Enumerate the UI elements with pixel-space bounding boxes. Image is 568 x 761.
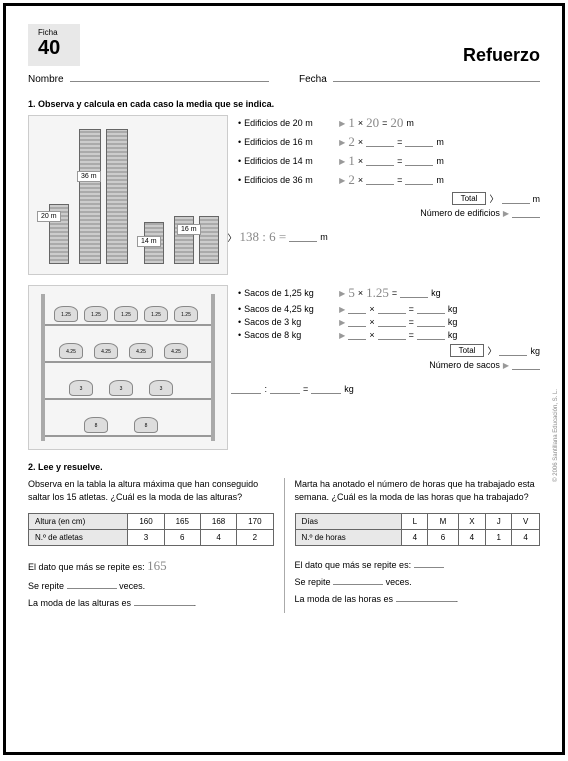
l-ans2-blank[interactable] xyxy=(67,579,117,589)
sack: 4.25 xyxy=(94,343,118,359)
sacks-illustration: 1.251.251.251.251.254.254.254.254.253338… xyxy=(28,285,228,450)
r-ans2-blank[interactable] xyxy=(333,575,383,585)
sack: 1.25 xyxy=(144,306,168,322)
sacks-calc: • Sacos de 1,25 kg ▶ 5 × 1.25 = kg • Saco… xyxy=(238,285,540,450)
ex2-right-table: DíasLMXJVN.º de horas46414 xyxy=(295,513,541,546)
r-ans2: Se repite xyxy=(295,577,331,587)
calc-row: • Edificios de 36 m ▶ 2 × = m xyxy=(238,172,540,188)
calc-row: • Edificios de 16 m ▶ 2 × = m xyxy=(238,134,540,150)
bldg-36: 36 m xyxy=(77,171,101,182)
sack-count-label: Número de sacos xyxy=(429,360,500,370)
sack: 3 xyxy=(149,380,173,396)
calc-row: • Sacos de 3 kg ▶ × = kg xyxy=(238,317,540,327)
sack-total-blank[interactable] xyxy=(499,346,527,356)
sack: 1.25 xyxy=(54,306,78,322)
sack: 8 xyxy=(134,417,158,433)
sack-total-label: Total xyxy=(450,344,485,357)
l-ans1-pre: El dato que más se repite es: xyxy=(28,562,145,572)
ex1-num: 1. xyxy=(28,99,36,109)
r-ans3-blank[interactable] xyxy=(396,592,456,602)
r-ans2-suf: veces. xyxy=(386,577,412,587)
avg-calc: 138 : 6 = xyxy=(240,229,287,245)
nombre-line[interactable] xyxy=(70,81,269,82)
sack-total-unit: kg xyxy=(530,346,540,356)
calc-row: • Sacos de 8 kg ▶ × = kg xyxy=(238,330,540,340)
ex1-title: Observa y calcula en cada caso la media … xyxy=(38,99,274,109)
sack: 4.25 xyxy=(129,343,153,359)
count-label: Número de edificios xyxy=(420,208,500,218)
nombre-label: Nombre xyxy=(28,74,64,85)
ficha-label: Ficha xyxy=(38,28,70,37)
avg-unit: m xyxy=(320,232,328,242)
bldg-16: 16 m xyxy=(177,224,201,235)
ex2-num: 2. xyxy=(28,462,36,472)
sack: 4.25 xyxy=(59,343,83,359)
r-ans3: La moda de las horas es xyxy=(295,594,394,604)
total-label: Total xyxy=(452,192,487,205)
total-unit: m xyxy=(533,194,541,204)
page-title: Refuerzo xyxy=(463,45,540,66)
l-ans3: La moda de las alturas es xyxy=(28,598,131,608)
sack: 4.25 xyxy=(164,343,188,359)
sack: 3 xyxy=(109,380,133,396)
sack: 1.25 xyxy=(114,306,138,322)
sack-avg-unit: kg xyxy=(344,384,354,394)
total-blank[interactable] xyxy=(502,194,530,204)
sack: 1.25 xyxy=(174,306,198,322)
calc-row: • Sacos de 1,25 kg ▶ 5 × 1.25 = kg xyxy=(238,285,540,301)
tri-icon: ▶ xyxy=(503,209,509,218)
calc-row: • Edificios de 20 m ▶ 1 × 20 = 20 m xyxy=(238,115,540,131)
bldg-14: 14 m xyxy=(137,236,161,247)
ficha-box: Ficha 40 xyxy=(28,24,80,66)
sack-avg-c[interactable] xyxy=(311,384,341,394)
sack: 3 xyxy=(69,380,93,396)
l-ans3-blank[interactable] xyxy=(134,596,194,606)
r-ans1-blank[interactable] xyxy=(414,558,444,568)
ficha-number: 40 xyxy=(38,37,70,60)
avg-blank[interactable] xyxy=(289,232,317,242)
ex2-right-text: Marta ha anotado el número de horas que … xyxy=(295,478,541,503)
l-ans1-val: 165 xyxy=(147,558,167,573)
l-ans2: Se repite xyxy=(28,581,64,591)
copyright: © 2006 Santillana Educación, S. L. xyxy=(553,389,559,482)
buildings-calc: • Edificios de 20 m ▶ 1 × 20 = 20 m • Edi… xyxy=(238,115,540,275)
count-blank[interactable] xyxy=(512,208,540,218)
calc-row: • Sacos de 4,25 kg ▶ × = kg xyxy=(238,304,540,314)
ex2-left-text: Observa en la tabla la altura máxima que… xyxy=(28,478,274,503)
sack-avg-a[interactable] xyxy=(231,384,261,394)
fecha-line[interactable] xyxy=(333,81,540,82)
tri-icon: ▶ xyxy=(503,361,509,370)
sack: 8 xyxy=(84,417,108,433)
r-ans1: El dato que más se repite es: xyxy=(295,560,412,570)
l-ans2-suf: veces. xyxy=(119,581,145,591)
sack-count-blank[interactable] xyxy=(512,360,540,370)
sack-avg-b[interactable] xyxy=(270,384,300,394)
sack: 1.25 xyxy=(84,306,108,322)
ex2-title: Lee y resuelve. xyxy=(38,462,103,472)
ex2-left-table: Altura (en cm)160165168170N.º de atletas… xyxy=(28,513,274,546)
fecha-label: Fecha xyxy=(299,74,327,85)
calc-row: • Edificios de 14 m ▶ 1 × = m xyxy=(238,153,540,169)
bldg-20: 20 m xyxy=(37,211,61,222)
buildings-illustration: 36 m 20 m 14 m 16 m xyxy=(28,115,228,275)
